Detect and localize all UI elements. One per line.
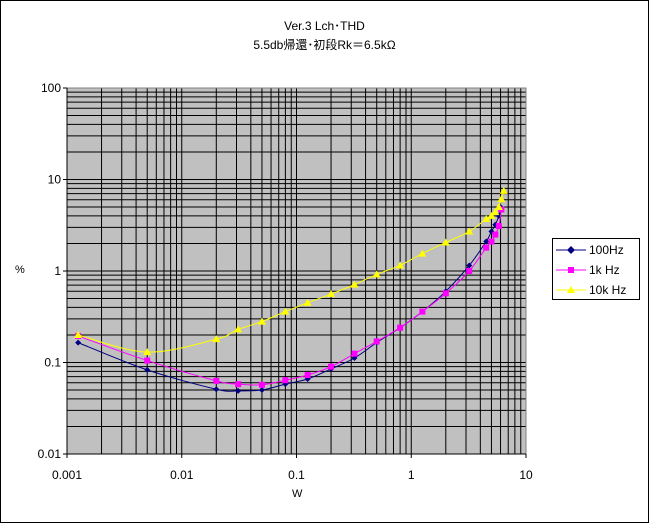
data-point-1khz: [466, 268, 473, 274]
data-point-1khz: [213, 377, 220, 384]
data-point-10khz: [465, 227, 474, 235]
data-point-10khz: [327, 290, 336, 298]
data-point-10khz: [482, 215, 491, 223]
data-point-100hz: [235, 387, 242, 394]
data-point-10khz: [74, 330, 83, 338]
data-point-10khz: [487, 211, 496, 219]
data-point-10khz: [499, 186, 508, 194]
legend-label-10khz: 10k Hz: [589, 283, 627, 297]
y-tick-label: 0.01: [38, 447, 62, 461]
y-tick-label: 0.1: [44, 356, 61, 370]
data-point-1khz: [304, 372, 311, 379]
data-point-1khz: [442, 290, 449, 297]
data-point-1khz: [419, 308, 426, 315]
data-point-1khz: [351, 350, 358, 357]
data-point-1khz: [258, 381, 265, 388]
data-point-10khz: [257, 317, 266, 325]
legend-item-10khz: 10k Hz: [553, 281, 641, 299]
data-point-1khz: [397, 324, 404, 331]
data-point-100hz: [75, 339, 82, 346]
data-point-10khz: [212, 335, 221, 343]
data-point-10khz: [396, 261, 405, 269]
data-point-10khz: [303, 298, 312, 306]
y-axis-label: %: [15, 264, 25, 276]
data-point-10khz: [372, 270, 381, 278]
legend: 100Hz 1k Hz 10k Hz: [552, 238, 640, 300]
data-point-10khz: [441, 238, 450, 246]
data-point-10khz: [234, 325, 243, 333]
x-tick-label: 0.001: [52, 468, 82, 482]
data-point-10khz: [491, 208, 500, 216]
y-tick-label: 100: [41, 81, 61, 95]
data-point-1khz: [483, 244, 490, 251]
legend-marker-10khz: [556, 286, 586, 293]
x-tick-label: 0.01: [170, 468, 194, 482]
data-point-1khz: [488, 238, 495, 245]
data-point-10khz: [143, 348, 152, 356]
chart-subtitle: 5.5db帰還･初段Rk＝6.5kΩ: [253, 38, 396, 52]
data-point-1khz: [373, 338, 380, 345]
x-axis-label: W: [292, 488, 303, 500]
legend-label-1khz: 1k Hz: [589, 263, 620, 277]
data-point-100hz: [258, 387, 265, 394]
legend-marker-1khz: [556, 267, 586, 273]
x-tick-label: 1: [408, 468, 415, 482]
data-point-100hz: [483, 238, 490, 245]
data-point-10khz: [281, 307, 290, 315]
legend-item-100hz: 100Hz: [553, 241, 641, 259]
data-point-100hz: [144, 366, 151, 373]
data-point-100hz: [466, 262, 473, 269]
data-point-1khz: [328, 363, 335, 370]
chart-title: Ver.3 Lch･THD: [284, 19, 365, 33]
legend-item-1khz: 1k Hz: [553, 261, 641, 279]
data-point-10khz: [494, 203, 503, 211]
data-point-1khz: [492, 231, 499, 238]
legend-marker-100hz: [556, 246, 586, 254]
y-tick-label: 1: [54, 264, 61, 278]
data-point-1khz: [282, 377, 289, 384]
legend-label-100hz: 100Hz: [589, 243, 624, 257]
data-point-100hz: [213, 386, 220, 393]
data-point-1khz: [235, 381, 242, 388]
data-point-10khz: [418, 249, 427, 257]
x-tick-label: 0.1: [288, 468, 305, 482]
y-tick-label: 10: [48, 173, 62, 187]
data-point-10khz: [350, 280, 359, 288]
data-point-10khz: [497, 195, 506, 203]
x-tick-label: 10: [519, 468, 533, 482]
data-point-1khz: [144, 357, 151, 364]
data-point-1khz: [495, 223, 502, 230]
